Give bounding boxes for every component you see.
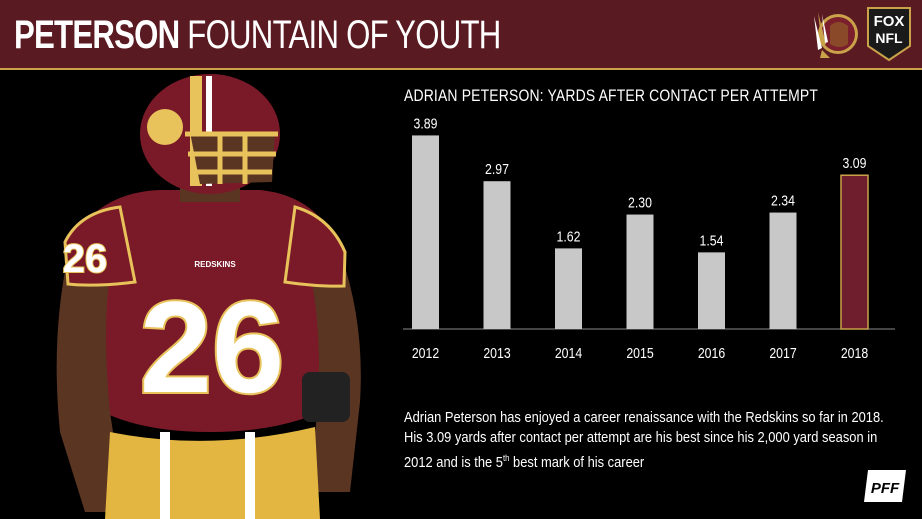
jersey-wordmark: REDSKINS [194, 260, 236, 269]
x-tick-2012: 2012 [412, 345, 439, 361]
football-player-icon: REDSKINS 26 26 [56, 74, 361, 519]
bar-2018 [840, 174, 869, 330]
jersey-number-front: 26 [140, 274, 285, 420]
page-title-rest: FOUNTAIN OF YOUTH [187, 13, 501, 57]
pff-logo-icon: PFF [864, 470, 906, 502]
nfl-logo-text: NFL [875, 30, 903, 46]
page-title: PETERSON FOUNTAIN OF YOUTH [14, 10, 501, 60]
bar-chart: 3.89 2012 2.97 2013 1.62 2014 2.30 2015 1.54 2016… [403, 115, 895, 361]
bar-2017 [769, 212, 797, 329]
data-label-2017: 2.34 [771, 192, 795, 208]
caption-text-end: best mark of his career [509, 454, 645, 471]
x-tick-2018: 2018 [841, 345, 869, 361]
bar-2015 [626, 214, 654, 329]
x-tick-2013: 2013 [483, 345, 511, 361]
bar-2012 [412, 135, 439, 329]
bar-2016 [698, 252, 725, 329]
bar-2013 [483, 181, 511, 329]
chart-caption: Adrian Peterson has enjoyed a career ren… [404, 408, 903, 473]
x-tick-2017: 2017 [769, 345, 796, 361]
pff-logo-text: PFF [871, 480, 900, 497]
jersey-number-sleeve: 26 [63, 237, 108, 281]
header-banner: PETERSON FOUNTAIN OF YOUTH FOX NFL [0, 0, 922, 70]
data-label-2018: 3.09 [843, 155, 867, 171]
data-label-2014: 1.62 [557, 228, 581, 244]
x-tick-2016: 2016 [698, 345, 726, 361]
bar-2014 [555, 248, 582, 329]
redskins-logo-icon [814, 12, 858, 58]
fox-nfl-logo-icon: FOX NFL [867, 7, 911, 62]
data-label-2016: 1.54 [700, 232, 724, 248]
page-title-bold: PETERSON [14, 13, 180, 57]
chart-title: ADRIAN PETERSON: YARDS AFTER CONTACT PER… [404, 86, 818, 105]
caption-superscript: th [502, 453, 510, 463]
fox-logo-text: FOX [874, 13, 905, 30]
x-tick-2014: 2014 [555, 345, 583, 361]
data-label-2012: 3.89 [414, 115, 438, 131]
data-label-2015: 2.30 [628, 194, 652, 210]
caption-text: Adrian Peterson has enjoyed a career ren… [404, 409, 884, 471]
x-tick-2015: 2015 [626, 345, 654, 361]
data-label-2013: 2.97 [485, 161, 509, 177]
